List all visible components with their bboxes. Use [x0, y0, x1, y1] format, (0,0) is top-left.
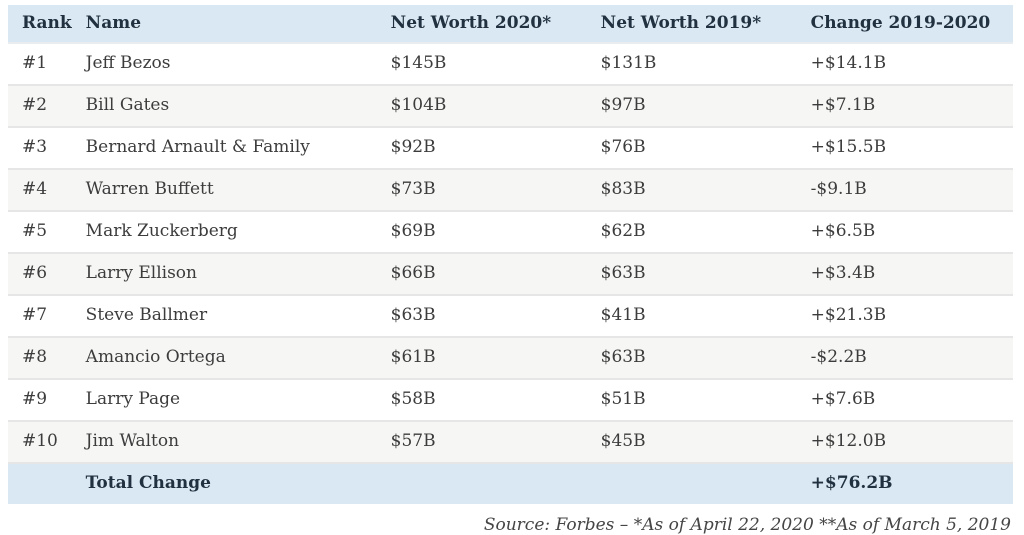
cell-rank: #6: [8, 252, 72, 295]
cell-networth-2019: $45B: [586, 420, 797, 463]
cell-name: Mark Zuckerberg: [71, 210, 377, 253]
cell-name: Jim Walton: [71, 420, 377, 463]
cell-rank: #4: [8, 168, 72, 211]
cell-networth-2020: $104B: [376, 84, 587, 127]
column-header-rank: Rank: [8, 5, 72, 44]
cell-name: Jeff Bezos: [85, 53, 171, 73]
cell-networth-2019: $41B: [586, 294, 797, 337]
column-header-change: Change 2019-2020: [796, 5, 1013, 44]
cell-rank: #9: [8, 378, 72, 421]
cell-name: Larry Ellison: [71, 252, 377, 295]
total-change-value: +$76.2B: [796, 462, 1013, 504]
cell-networth-2019: $97B: [586, 84, 797, 127]
cell-networth-2019: $63B: [586, 252, 797, 295]
table-row: #8 Amancio Ortega $61B $63B -$2.2B: [8, 336, 1013, 379]
cell-networth-2019: $76B: [586, 126, 797, 169]
cell-rank: #2: [8, 84, 72, 127]
column-header-name: Name: [71, 5, 377, 44]
cell-rank: #1: [22, 53, 48, 73]
cell-name: Warren Buffett: [71, 168, 377, 211]
cell-networth-2019: $83B: [586, 168, 797, 211]
table-row: #4 Warren Buffett $73B $83B -$9.1B: [8, 168, 1013, 211]
cell-networth-2020: $69B: [376, 210, 587, 253]
table-row: #5 Mark Zuckerberg $69B $62B +$6.5B: [8, 210, 1013, 253]
header-row: Rank Name Net Worth 2020* Net Worth 2019…: [8, 5, 1013, 44]
table-row: #2 Bill Gates $104B $97B +$7.1B: [8, 84, 1013, 127]
cell-networth-2020: $145B: [390, 53, 447, 73]
cell-change: +$7.6B: [796, 378, 1013, 421]
total-networth-2020-empty: [376, 462, 587, 504]
cell-networth-2019: $51B: [586, 378, 797, 421]
cell-networth-2020: $73B: [376, 168, 587, 211]
source-note: Source: Forbes – *As of April 22, 2020 *…: [483, 515, 1011, 535]
table-row: #3 Bernard Arnault & Family $92B $76B +$…: [8, 126, 1013, 169]
cell-change: +$14.1B: [810, 53, 887, 73]
cell-change: +$12.0B: [796, 420, 1013, 463]
cell-change: -$2.2B: [796, 336, 1013, 379]
total-row: Total Change +$76.2B: [8, 462, 1013, 504]
table-row: #7 Steve Ballmer $63B $41B +$21.3B: [8, 294, 1013, 337]
total-rank-empty: [8, 462, 72, 504]
cell-name: Bernard Arnault & Family: [71, 126, 377, 169]
table-row: #6 Larry Ellison $66B $63B +$3.4B: [8, 252, 1013, 295]
cell-networth-2020: $57B: [376, 420, 587, 463]
cell-change: +$7.1B: [796, 84, 1013, 127]
cell-name: Amancio Ortega: [71, 336, 377, 379]
column-header-networth-2019: Net Worth 2019*: [586, 5, 797, 44]
table-row: #9 Larry Page $58B $51B +$7.6B: [8, 378, 1013, 421]
cell-networth-2020: $61B: [376, 336, 587, 379]
cell-rank: #10: [8, 420, 72, 463]
cell-networth-2019: $62B: [586, 210, 797, 253]
total-label: Total Change: [71, 462, 377, 504]
networth-table-container: Rank Name Net Worth 2020* Net Worth 2019…: [8, 5, 1013, 535]
table-row: #1 Jeff Bezos $145B $131B +$14.1B: [8, 43, 1013, 85]
cell-rank: #8: [8, 336, 72, 379]
cell-change: +$15.5B: [796, 126, 1013, 169]
cell-networth-2020: $66B: [376, 252, 587, 295]
cell-networth-2020: $63B: [376, 294, 587, 337]
cell-rank: #3: [8, 126, 72, 169]
cell-networth-2020: $58B: [376, 378, 587, 421]
cell-change: +$6.5B: [796, 210, 1013, 253]
column-header-networth-2020: Net Worth 2020*: [376, 5, 587, 44]
cell-rank: #7: [8, 294, 72, 337]
table-row: #10 Jim Walton $57B $45B +$12.0B: [8, 420, 1013, 463]
cell-change: +$3.4B: [796, 252, 1013, 295]
table-body: #1 Jeff Bezos $145B $131B +$14.1B #2 Bil…: [8, 43, 1013, 504]
total-networth-2019-empty: [586, 462, 797, 504]
cell-change: -$9.1B: [796, 168, 1013, 211]
cell-name: Larry Page: [71, 378, 377, 421]
cell-rank: #5: [8, 210, 72, 253]
cell-networth-2020: $92B: [376, 126, 587, 169]
cell-change: +$21.3B: [796, 294, 1013, 337]
cell-networth-2019: $131B: [600, 53, 657, 73]
cell-name: Steve Ballmer: [71, 294, 377, 337]
table-header: Rank Name Net Worth 2020* Net Worth 2019…: [8, 5, 1013, 44]
cell-name: Bill Gates: [71, 84, 377, 127]
networth-table: Rank Name Net Worth 2020* Net Worth 2019…: [8, 5, 1013, 504]
cell-networth-2019: $63B: [586, 336, 797, 379]
